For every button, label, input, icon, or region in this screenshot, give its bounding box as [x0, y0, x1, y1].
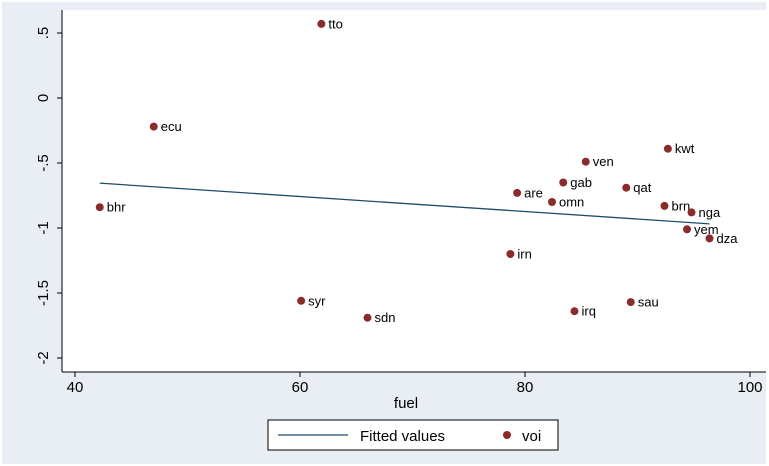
legend: Fitted values voi: [267, 419, 559, 451]
data-point-label-tto: tto: [328, 16, 342, 31]
data-point-label-irq: irq: [582, 304, 596, 319]
data-point-bhr: [95, 203, 104, 212]
data-point-sau: [626, 298, 635, 307]
data-point-tto: [317, 19, 326, 28]
data-point-label-sau: sau: [638, 295, 659, 310]
fitted-line-group: [99, 182, 710, 225]
data-point-label-kwt: kwt: [675, 141, 695, 156]
data-point-irn: [506, 250, 515, 258]
legend-fitted-label: Fitted values: [360, 428, 445, 445]
data-point-label-nga: nga: [699, 205, 721, 220]
data-point-label-syr: syr: [308, 293, 326, 308]
y-tick-label: 0: [35, 94, 52, 102]
y-tick-label: -1: [35, 221, 52, 234]
legend-point-swatch: [503, 431, 511, 439]
data-point-ecu: [149, 122, 158, 131]
fitted-line: [99, 182, 710, 225]
data-point-label-ecu: ecu: [161, 119, 182, 134]
y-axis: .5 0 -.5 -1 -1.5 -2: [35, 10, 63, 372]
data-point-label-qat: qat: [633, 180, 651, 195]
data-point-brn: [660, 201, 669, 210]
data-point-label-omn: omn: [559, 195, 584, 210]
x-axis: 40 60 80 100: [62, 371, 766, 396]
data-point-label-are: are: [524, 185, 543, 200]
data-point-sdn: [363, 313, 372, 322]
y-tick-label: .5: [35, 27, 52, 40]
data-point-label-brn: brn: [672, 198, 691, 213]
data-point-label-yem: yem: [694, 222, 719, 237]
data-point-label-irn: irn: [517, 247, 531, 262]
y-tick-label: -1.5: [35, 280, 52, 306]
data-point-label-bhr: bhr: [107, 200, 126, 215]
y-tick-label: -.5: [35, 154, 52, 172]
data-point-yem: [683, 225, 691, 234]
data-point-label-gab: gab: [570, 175, 592, 190]
plot-area: [62, 10, 766, 372]
data-point-omn: [548, 198, 556, 206]
data-point-nga: [687, 208, 696, 217]
x-tick-label: 80: [517, 379, 534, 396]
x-tick-label: 40: [67, 379, 84, 396]
data-point-qat: [622, 183, 631, 192]
data-point-label-sdn: sdn: [375, 310, 396, 325]
x-tick-label: 100: [737, 379, 762, 396]
x-axis-title: fuel: [394, 395, 418, 412]
data-point-ven: [581, 157, 590, 166]
data-point-irq: [570, 307, 579, 316]
y-tick-label: -2: [35, 351, 52, 364]
x-tick-label: 60: [292, 379, 309, 396]
data-point-gab: [559, 178, 568, 187]
legend-voi-label: voi: [522, 428, 541, 445]
data-point-label-dza: dza: [717, 231, 739, 246]
data-point-label-ven: ven: [593, 154, 614, 169]
data-point-syr: [297, 296, 306, 305]
data-point-are: [513, 188, 522, 197]
data-point-dza: [705, 234, 714, 243]
data-point-kwt: [663, 144, 672, 153]
